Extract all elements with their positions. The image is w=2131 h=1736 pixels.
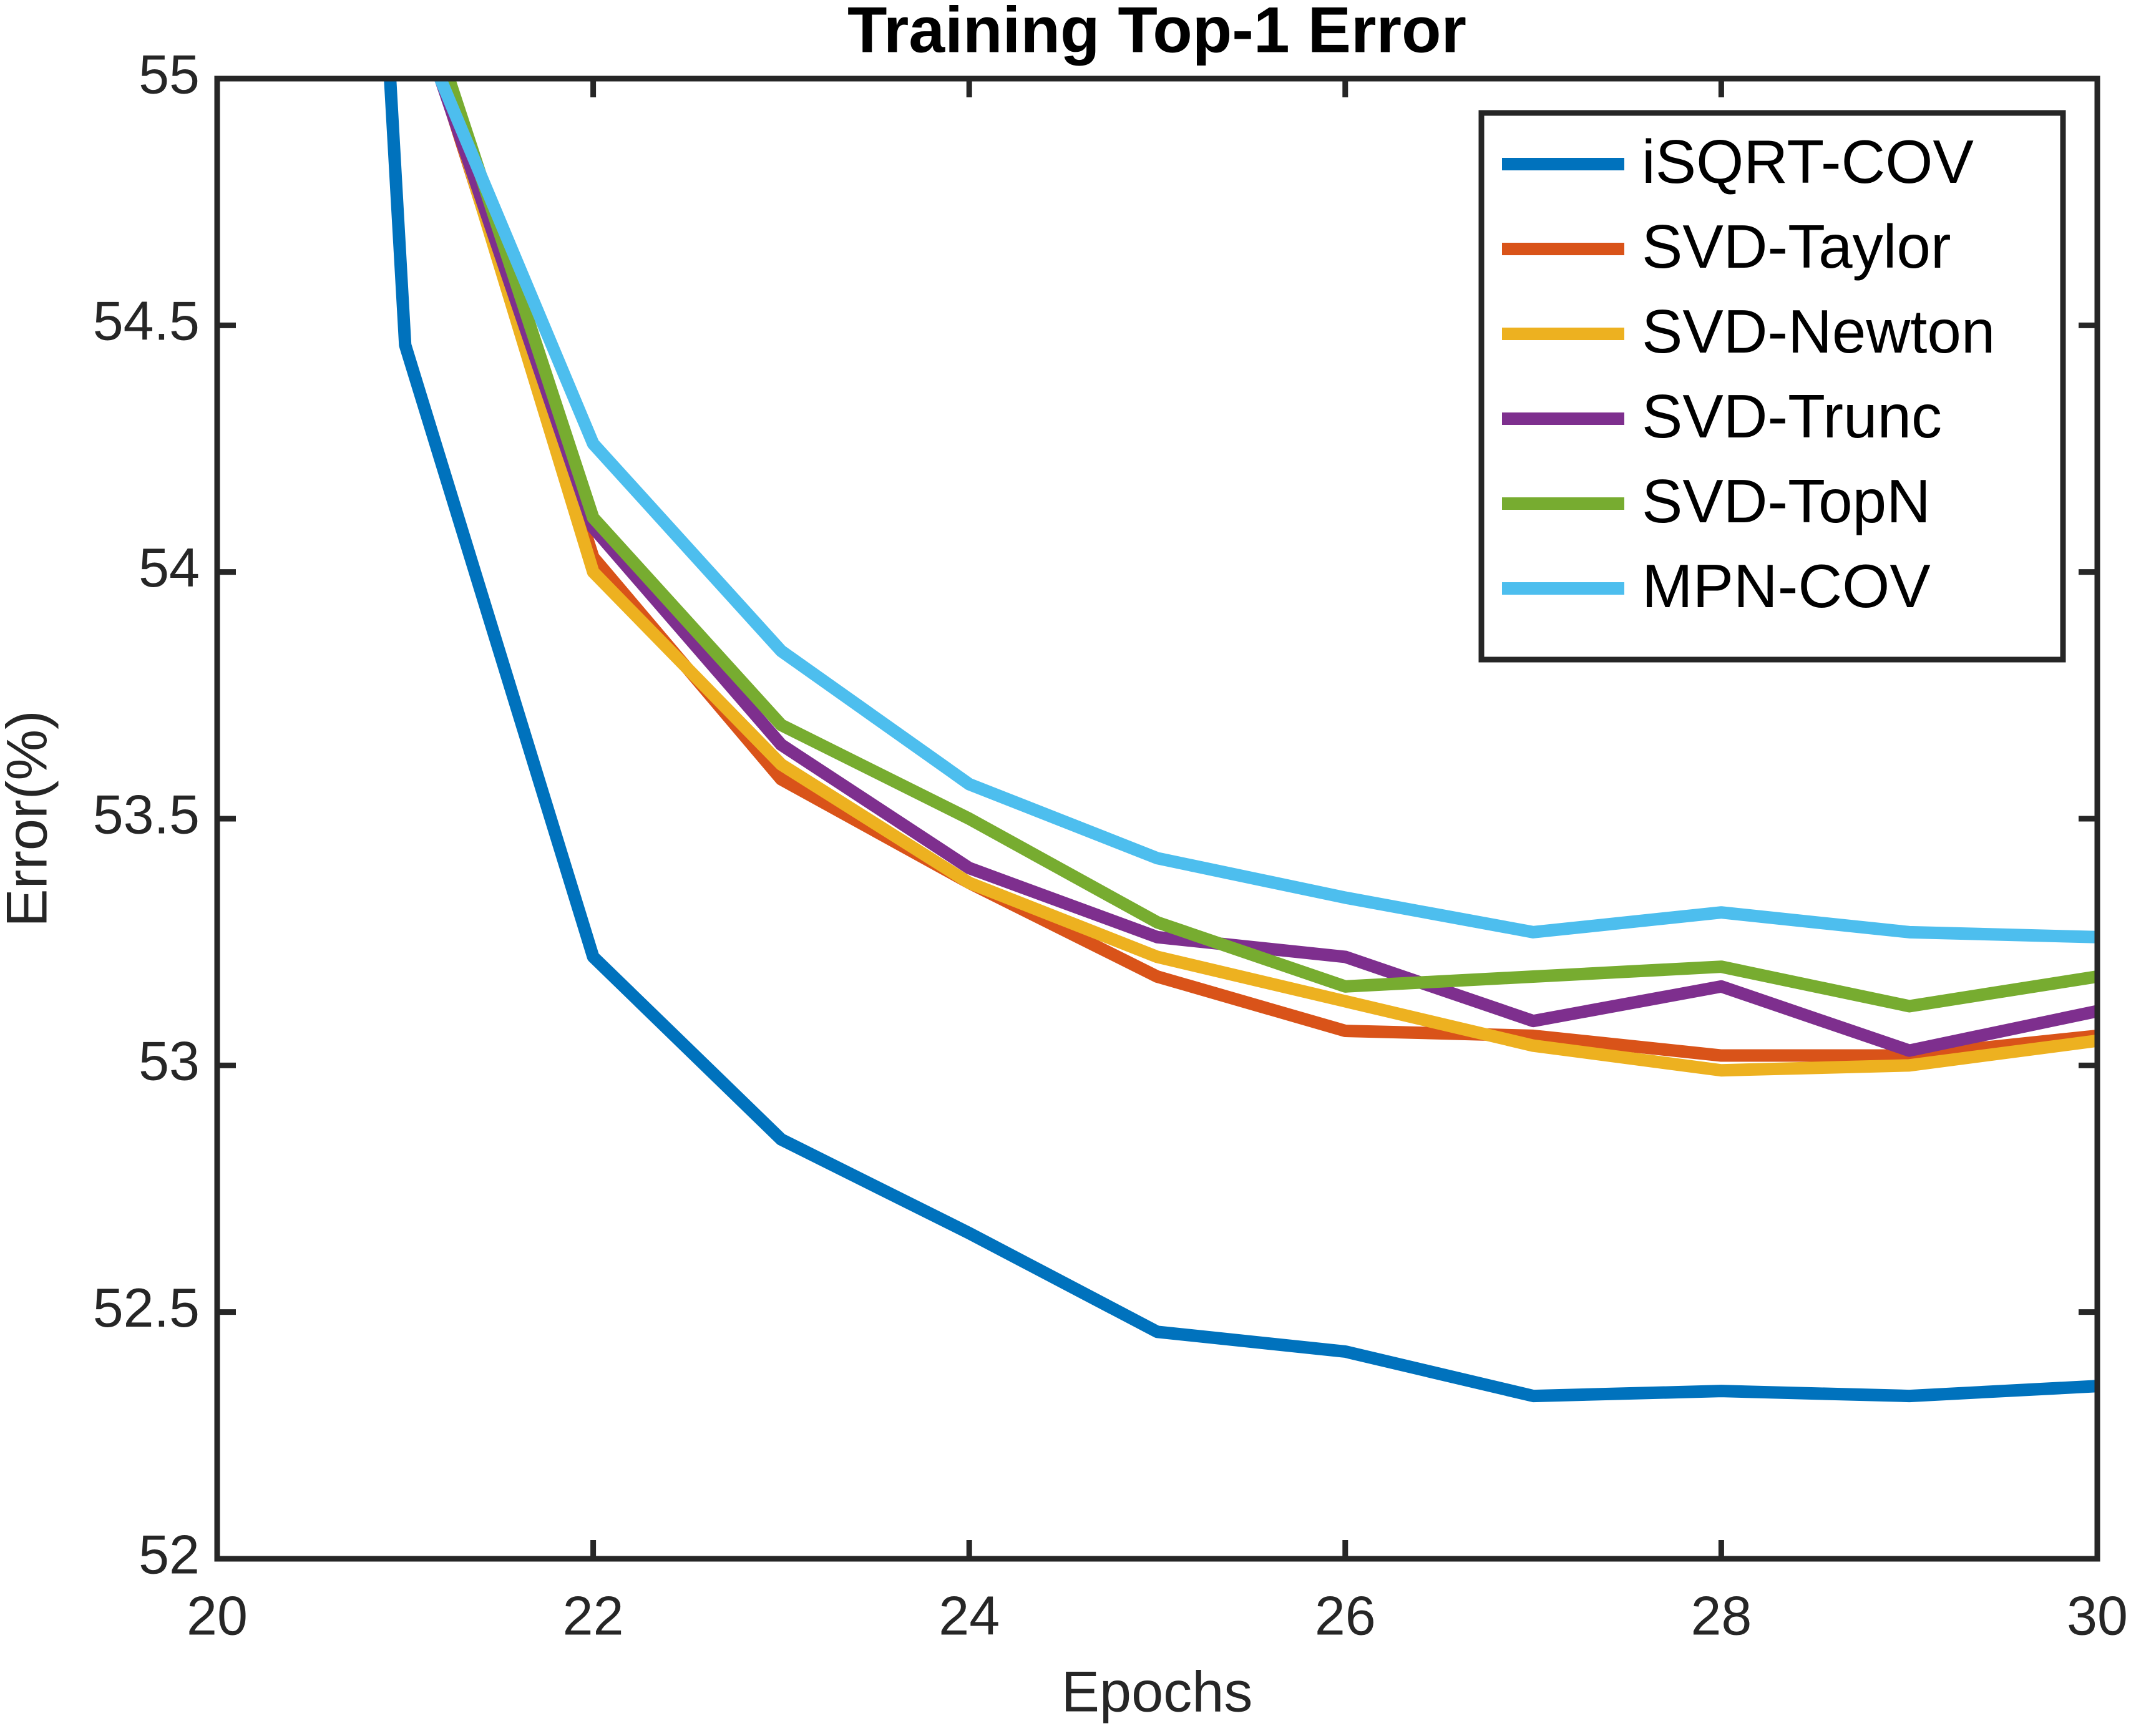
series-line bbox=[442, 79, 2097, 1013]
y-tick-label: 53.5 bbox=[93, 783, 200, 845]
x-tick-label: 26 bbox=[1315, 1584, 1376, 1646]
legend-label: iSQRT-COV bbox=[1642, 127, 1974, 196]
y-tick-label: 52 bbox=[139, 1523, 200, 1585]
legend-label: SVD-Trunc bbox=[1642, 382, 1942, 451]
x-tick-label: 28 bbox=[1690, 1584, 1752, 1646]
legend-label: SVD-Taylor bbox=[1642, 212, 1951, 281]
y-tick-label: 54.5 bbox=[93, 290, 200, 352]
y-axis-label: Error(%) bbox=[0, 710, 59, 927]
x-axis-label: Epochs bbox=[1061, 1660, 1253, 1724]
axes: 52 52.5 53 53.5 54 54.5 55 20 22 24 26 28 30 bbox=[93, 43, 2128, 1646]
legend: iSQRT-COV SVD-Taylor SVD-Newton SVD-Trunc SV… bbox=[1478, 110, 2066, 663]
series-line bbox=[433, 79, 2097, 944]
x-tick-label: 30 bbox=[2067, 1584, 2128, 1646]
y-tick-label: 55 bbox=[139, 43, 200, 105]
legend-label: MPN-COV bbox=[1642, 552, 1931, 620]
x-tick-label: 22 bbox=[563, 1584, 624, 1646]
y-tick-label: 54 bbox=[139, 537, 200, 598]
lines bbox=[384, 79, 2097, 1403]
chart-title: Training Top-1 Error bbox=[847, 0, 1466, 66]
legend-box bbox=[1478, 110, 2066, 663]
legend-label: SVD-TopN bbox=[1642, 467, 1931, 535]
x-tick-label: 24 bbox=[939, 1584, 1000, 1646]
x-tick-label: 20 bbox=[187, 1584, 248, 1646]
y-tick-label: 53 bbox=[139, 1030, 200, 1092]
series-line bbox=[436, 79, 2097, 1077]
series-line bbox=[384, 79, 2097, 1403]
legend-label: SVD-Newton bbox=[1642, 297, 1995, 366]
series-line bbox=[434, 79, 2097, 1057]
y-tick-label: 52.5 bbox=[93, 1277, 200, 1339]
